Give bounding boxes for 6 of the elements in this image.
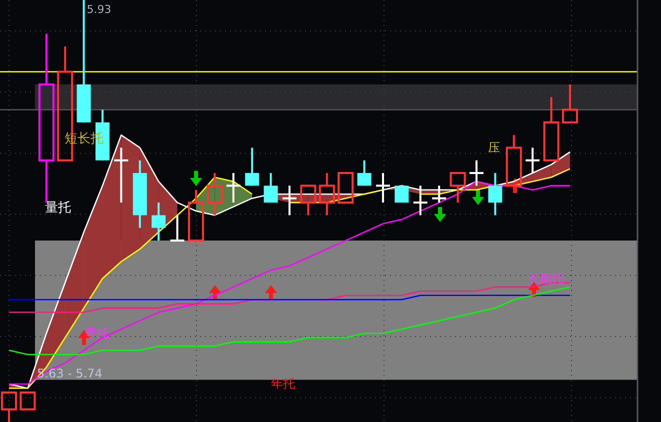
annotation: 年托 [271, 376, 295, 390]
annotation: 季托 [85, 326, 109, 340]
annotation: 压 [488, 140, 500, 154]
annotation: 量托 [45, 200, 71, 216]
annotation: 5.93 [86, 3, 112, 16]
annotation: 长期托 [528, 271, 564, 286]
